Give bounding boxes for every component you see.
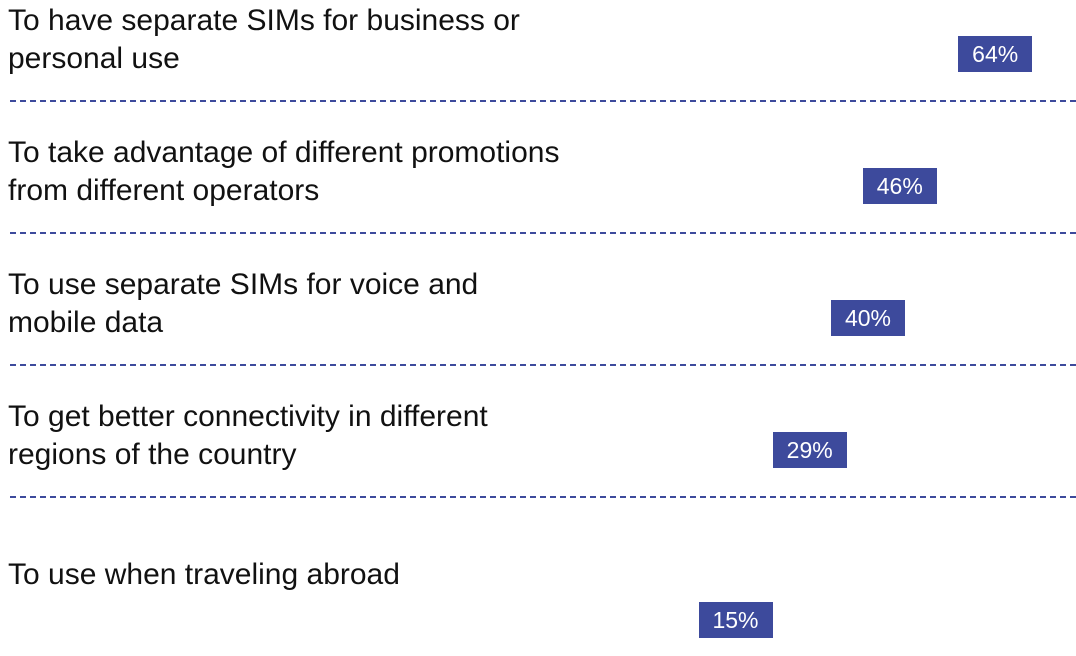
value-label: 15% xyxy=(712,606,759,633)
category-label: To take advantage of different promotion… xyxy=(8,136,560,207)
value-box: 15% xyxy=(698,602,773,638)
value-label: 29% xyxy=(786,436,833,463)
category-label: To use when traveling abroad xyxy=(8,558,400,591)
separator xyxy=(10,364,1076,366)
value-box: 46% xyxy=(862,168,937,204)
category-label: To have separate SIMs for business or pe… xyxy=(8,4,520,75)
value-box: 29% xyxy=(772,432,847,468)
value-label: 40% xyxy=(844,304,892,331)
category-label: To use separate SIMs for voice and mobil… xyxy=(8,268,479,339)
category-label: To get better connectivity in different … xyxy=(8,400,488,471)
value-label: 64% xyxy=(972,40,1019,67)
value-box: 40% xyxy=(831,300,905,336)
separator xyxy=(10,100,1076,102)
separator xyxy=(10,496,1076,498)
value-box: 64% xyxy=(958,36,1033,72)
value-label: 46% xyxy=(876,172,923,199)
separator xyxy=(10,232,1076,234)
